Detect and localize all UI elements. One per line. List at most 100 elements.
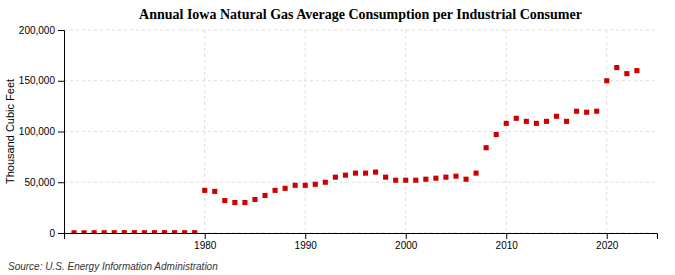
x-tick: 1980	[194, 233, 217, 251]
x-tick: 1990	[295, 233, 318, 251]
point	[132, 230, 137, 233]
y-tick: 150,000	[19, 75, 64, 86]
point	[363, 171, 368, 176]
y-tick: 0	[49, 228, 64, 239]
point	[514, 116, 519, 121]
point	[162, 230, 167, 233]
y-grid-line	[64, 80, 657, 81]
x-tick: 2010	[496, 233, 519, 251]
point	[293, 183, 298, 188]
y-axis-line	[58, 31, 65, 234]
point	[634, 68, 639, 73]
point	[202, 188, 207, 193]
point	[413, 178, 418, 183]
point	[463, 177, 468, 182]
point	[383, 175, 388, 180]
x-tick-mark	[406, 233, 407, 239]
point	[242, 200, 247, 205]
point	[554, 114, 559, 119]
point	[624, 71, 629, 76]
y-tick-mark	[58, 81, 64, 82]
point	[192, 230, 197, 233]
point	[82, 230, 87, 233]
plot-area	[72, 65, 640, 233]
x-tick-mark	[305, 233, 306, 239]
point	[353, 171, 358, 176]
point	[152, 230, 157, 233]
point	[534, 121, 539, 126]
point	[484, 145, 489, 150]
point	[142, 230, 147, 233]
y-axis: 0 50,000 100,000 150,000 200,000	[19, 25, 65, 239]
x-tick-mark	[205, 233, 206, 239]
point	[524, 119, 529, 124]
y-tick-label: 0	[49, 228, 55, 239]
y-tick-mark	[58, 30, 64, 31]
chart: 1980 1990 2000 2010 2020 0 50,000 100,000 150,00…	[0, 0, 675, 275]
point	[333, 175, 338, 180]
x-tick: 2020	[596, 233, 619, 251]
y-grid-line	[64, 131, 657, 132]
y-tick-label: 50,000	[24, 177, 55, 188]
point	[614, 65, 619, 70]
point	[182, 230, 187, 233]
point	[222, 198, 227, 203]
y-tick-mark	[58, 233, 64, 234]
point	[574, 109, 579, 114]
point	[102, 230, 107, 233]
point	[494, 132, 499, 137]
point	[544, 119, 549, 124]
point	[453, 174, 458, 179]
point	[584, 110, 589, 115]
point	[443, 175, 448, 180]
point	[393, 178, 398, 183]
point	[172, 230, 177, 233]
x-tick: 2000	[395, 233, 418, 251]
point	[273, 188, 278, 193]
y-tick: 50,000	[24, 177, 64, 188]
x-axis-line	[65, 234, 658, 240]
source-note: Source: U.S. Energy Information Administ…	[8, 261, 218, 272]
x-tick-label: 1980	[194, 240, 217, 251]
point	[232, 200, 237, 205]
point	[212, 189, 217, 194]
point	[504, 121, 509, 126]
point	[474, 171, 479, 176]
y-tick-label: 100,000	[19, 126, 56, 137]
point	[564, 119, 569, 124]
y-tick: 200,000	[19, 25, 64, 36]
point	[283, 186, 288, 191]
x-tick-mark	[506, 233, 507, 239]
y-tick-label: 150,000	[19, 75, 56, 86]
y-tick-mark	[58, 132, 64, 133]
x-grid-line	[506, 30, 507, 233]
x-tick-label: 2010	[496, 240, 519, 251]
point	[122, 230, 127, 233]
point	[252, 197, 257, 202]
y-grid-line	[64, 182, 657, 183]
point	[403, 178, 408, 183]
grid	[64, 30, 657, 233]
x-tick-label: 2020	[596, 240, 619, 251]
point	[92, 230, 97, 233]
point	[323, 180, 328, 185]
point	[112, 230, 117, 233]
point	[373, 170, 378, 175]
x-axis: 1980 1990 2000 2010 2020	[65, 233, 658, 251]
x-tick-label: 2000	[395, 240, 418, 251]
y-axis-title: Thousand Cubic Feet	[4, 79, 16, 184]
point	[303, 183, 308, 188]
point	[262, 193, 267, 198]
point	[594, 109, 599, 114]
y-grid-line	[64, 30, 657, 31]
x-tick-mark	[607, 233, 608, 239]
x-tick-label: 1990	[295, 240, 318, 251]
point	[423, 177, 428, 182]
y-tick-mark	[58, 182, 64, 183]
y-tick: 100,000	[19, 126, 64, 137]
point	[343, 173, 348, 178]
point	[433, 176, 438, 181]
title: Annual Iowa Natural Gas Average Consumpt…	[139, 7, 582, 22]
point	[604, 78, 609, 83]
y-tick-label: 200,000	[19, 25, 56, 36]
